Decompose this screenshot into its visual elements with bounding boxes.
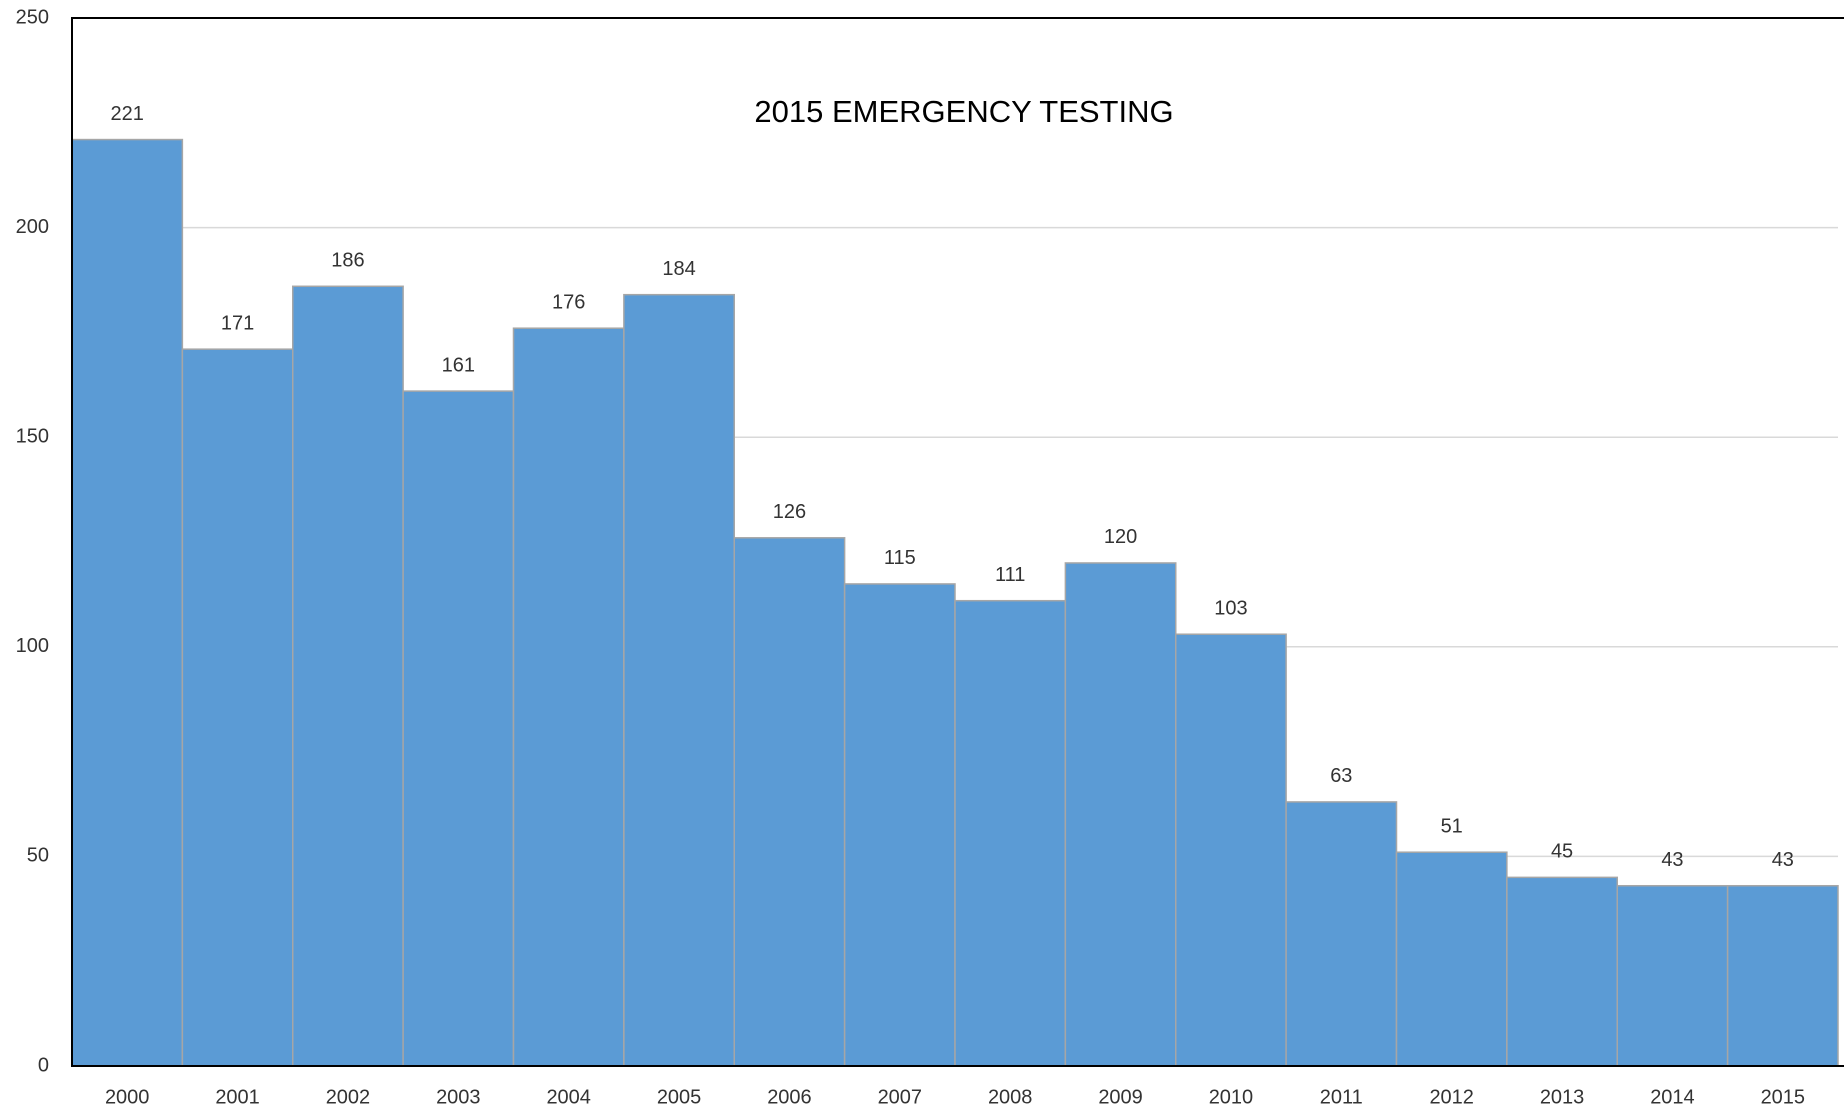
- bar: [71, 138, 184, 1067]
- x-tick-label: 2011: [1320, 1086, 1363, 1108]
- data-label: 115: [884, 547, 916, 569]
- y-tick-label: 200: [16, 216, 49, 238]
- x-tick-label: 2012: [1429, 1086, 1474, 1108]
- x-tick-label: 2001: [215, 1086, 260, 1108]
- data-label: 43: [1772, 849, 1794, 871]
- bar: [512, 327, 625, 1067]
- data-label: 186: [331, 250, 364, 272]
- bar: [843, 583, 956, 1067]
- data-label: 45: [1551, 841, 1573, 863]
- x-tick-label: 2008: [988, 1086, 1033, 1108]
- bar: [402, 390, 515, 1067]
- chart-title: 2015 EMERGENCY TESTING: [754, 94, 1173, 129]
- plot-border: [71, 17, 1844, 1067]
- bar: [733, 537, 846, 1067]
- data-label: 171: [221, 312, 254, 334]
- data-label: 126: [773, 501, 806, 523]
- bar: [1616, 884, 1729, 1067]
- data-label: 161: [442, 354, 475, 376]
- x-tick-label: 2005: [657, 1086, 702, 1108]
- data-label: 43: [1661, 849, 1683, 871]
- bar: [623, 293, 735, 1067]
- x-tick-label: 2006: [767, 1086, 812, 1108]
- x-tick-label: 2007: [878, 1086, 923, 1108]
- bar: [292, 285, 404, 1067]
- data-label: 63: [1330, 765, 1352, 787]
- x-tick-label: 2014: [1650, 1086, 1695, 1108]
- y-tick-label: 0: [38, 1054, 49, 1076]
- data-label: 51: [1441, 815, 1463, 837]
- x-tick-label: 2009: [1098, 1086, 1143, 1108]
- x-tick-label: 2015: [1761, 1086, 1806, 1108]
- x-tick-label: 2004: [546, 1086, 591, 1108]
- bar: [1285, 801, 1398, 1067]
- data-label: 111: [995, 564, 1025, 586]
- bar: [1726, 884, 1839, 1067]
- data-label: 120: [1104, 526, 1137, 548]
- x-tick-label: 2000: [105, 1086, 150, 1108]
- y-tick-label: 250: [16, 6, 49, 28]
- x-tick-label: 2003: [436, 1086, 481, 1108]
- data-label: 103: [1214, 598, 1247, 620]
- bar: [1395, 851, 1508, 1067]
- x-tick-label: 2010: [1209, 1086, 1254, 1108]
- x-tick-label: 2002: [326, 1086, 371, 1108]
- data-label: 184: [662, 258, 695, 280]
- bar: [1175, 633, 1287, 1067]
- bar: [1064, 562, 1177, 1067]
- y-tick-label: 50: [27, 845, 49, 867]
- data-label: 221: [111, 103, 144, 125]
- bar: [181, 348, 294, 1067]
- x-tick-label: 2013: [1540, 1086, 1585, 1108]
- bar: [1506, 876, 1618, 1067]
- data-label: 176: [552, 291, 585, 313]
- y-tick-label: 150: [16, 425, 49, 447]
- y-tick-label: 100: [16, 635, 49, 657]
- bar: [954, 599, 1067, 1067]
